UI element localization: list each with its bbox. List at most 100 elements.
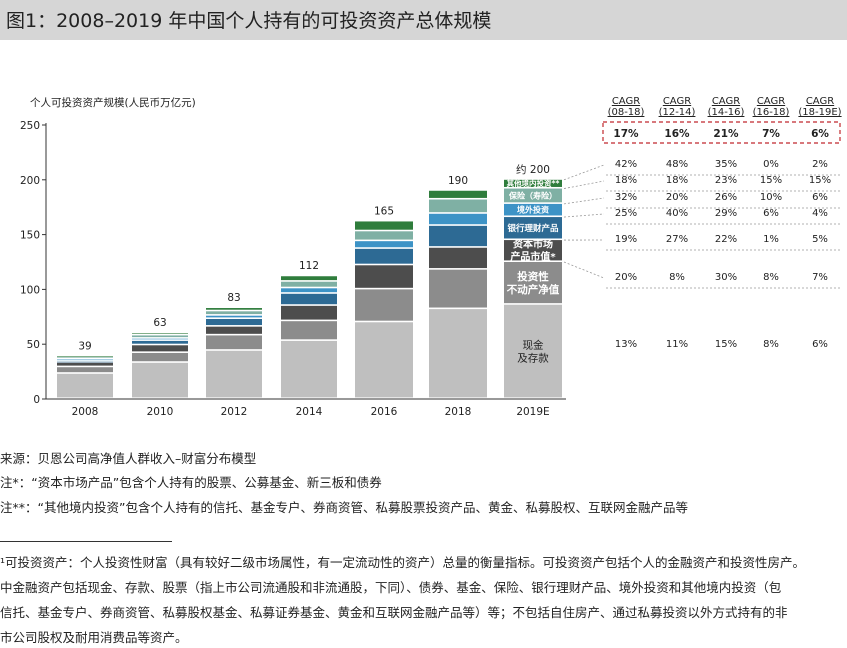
bar-segment xyxy=(429,199,487,213)
bar-segment xyxy=(355,221,413,230)
segment-connector xyxy=(563,261,605,279)
bar-segment xyxy=(132,340,188,344)
segment-label: 其他境内投资** xyxy=(507,178,560,188)
cagr-row-value: 7% xyxy=(812,272,828,283)
cagr-row-value: 6% xyxy=(812,339,828,350)
bar-segment xyxy=(429,225,487,247)
cagr-row-value: 15% xyxy=(809,175,831,186)
footnote-line-4: 市公司股权及耐用消费品等资产。 xyxy=(0,630,188,645)
bar-segment xyxy=(57,359,113,361)
x-tick-label: 2012 xyxy=(221,406,248,418)
cagr-header-label: CAGR xyxy=(612,96,640,107)
cagr-row-value: 13% xyxy=(615,339,637,350)
bar-total-label: 112 xyxy=(299,260,319,272)
bar-total-label: 63 xyxy=(153,317,166,329)
cagr-row-value: 19% xyxy=(615,234,637,245)
cagr-total-value: 21% xyxy=(713,128,739,140)
bar-segment xyxy=(57,361,113,363)
bar-segment xyxy=(206,318,262,326)
cagr-row-value: 30% xyxy=(715,272,737,283)
cagr-header-period: (12-14) xyxy=(659,107,696,118)
bar-segment xyxy=(132,333,188,334)
bar-segment xyxy=(504,304,562,398)
bar-segment xyxy=(504,217,562,239)
segment-connector xyxy=(563,197,605,205)
bar-segment xyxy=(281,293,337,305)
bar-segment xyxy=(132,362,188,398)
cagr-row-value: 27% xyxy=(666,234,688,245)
segment-label: 境外投资 xyxy=(517,205,549,215)
bar-segment xyxy=(429,269,487,308)
cagr-row-value: 10% xyxy=(760,192,782,203)
note-other-domestic: 注**：“其他境内投资”包含个人持有的信托、基金专户、券商资管、私募股票投资产品… xyxy=(0,500,688,515)
x-tick-label: 2018 xyxy=(445,406,472,418)
bar-segment xyxy=(281,305,337,320)
segment-label: 投资性 xyxy=(517,270,549,283)
cagr-row-value: 35% xyxy=(715,159,737,170)
footnote-line-3: 信托、基金专户、券商资管、私募股权基金、私募证券基金、黄金和互联网金融产品等）等… xyxy=(0,605,788,620)
bar-segment xyxy=(206,335,262,350)
note-capital-market: 注*：“资本市场产品”包含个人持有的股票、公募基金、新三板和债券 xyxy=(0,475,382,490)
cagr-header-label: CAGR xyxy=(757,96,785,107)
bar-segment xyxy=(57,356,113,357)
bar-segment xyxy=(206,350,262,398)
cagr-row-value: 2% xyxy=(812,159,828,170)
bar-segment xyxy=(429,213,487,225)
bar-segment xyxy=(429,190,487,198)
x-tick-label: 2008 xyxy=(72,406,99,418)
x-tick-label: 2019E xyxy=(516,406,549,418)
y-tick-label: 50 xyxy=(27,339,40,351)
segment-label: 不动产净值 xyxy=(507,283,560,296)
bar-segment xyxy=(281,321,337,340)
title-bar: 图1：2008–2019 年中国个人持有的可投资资产总体规模 xyxy=(0,0,847,40)
cagr-header-period: (18-19E) xyxy=(798,107,841,118)
cagr-row-value: 42% xyxy=(615,159,637,170)
segment-label: 及存款 xyxy=(517,351,549,364)
cagr-row-value: 8% xyxy=(763,272,779,283)
cagr-header-label: CAGR xyxy=(806,96,834,107)
bar-segment xyxy=(504,240,562,261)
cagr-total-value: 17% xyxy=(613,128,639,140)
cagr-row-value: 32% xyxy=(615,192,637,203)
cagr-total-value: 7% xyxy=(762,128,780,140)
cagr-row-value: 8% xyxy=(669,272,685,283)
bar-segment xyxy=(355,248,413,264)
bar-segment xyxy=(132,335,188,338)
bar-total-label: 约 200 xyxy=(516,163,550,176)
bar-segment xyxy=(132,352,188,362)
cagr-header-label: CAGR xyxy=(663,96,691,107)
bar-total-label: 190 xyxy=(448,175,468,187)
source-note: 来源：贝恩公司高净值人群收入–财富分布模型 xyxy=(0,451,257,466)
cagr-row-value: 6% xyxy=(763,208,779,219)
x-tick-label: 2014 xyxy=(296,406,323,418)
bar-total-label: 83 xyxy=(227,292,240,304)
bar-segment xyxy=(206,311,262,315)
bar-total-label: 39 xyxy=(78,340,91,352)
bar-segment xyxy=(206,308,262,310)
bar-segment xyxy=(57,362,113,366)
segment-label: 银行理财产品 xyxy=(506,223,559,234)
cagr-row-value: 26% xyxy=(715,192,737,203)
footnote-line-1: ¹可投资资产：个人投资性财富（具有较好二级市场属性，有一定流动性的资产）总量的衡… xyxy=(0,555,806,570)
bar-segment xyxy=(429,309,487,398)
cagr-row-value: 20% xyxy=(615,272,637,283)
bar-segment xyxy=(355,265,413,288)
bar-segment xyxy=(504,203,562,216)
bar-segment xyxy=(504,188,562,203)
y-axis-label: 个人可投资资产规模(人民币万亿元) xyxy=(30,96,196,109)
bar-segment xyxy=(355,231,413,240)
cagr-row-value: 8% xyxy=(763,339,779,350)
x-tick-label: 2016 xyxy=(371,406,398,418)
cagr-row-value: 48% xyxy=(666,159,688,170)
segment-connector xyxy=(563,213,605,218)
cagr-row-value: 15% xyxy=(715,339,737,350)
cagr-row-value: 11% xyxy=(666,339,688,350)
bar-segment xyxy=(355,322,413,398)
cagr-row-value: 6% xyxy=(812,192,828,203)
cagr-header-label: CAGR xyxy=(712,96,740,107)
page-title: 图1：2008–2019 年中国个人持有的可投资资产总体规模 xyxy=(6,10,492,32)
cagr-row-value: 22% xyxy=(715,234,737,245)
cagr-row-value: 25% xyxy=(615,208,637,219)
cagr-total-box xyxy=(602,121,841,144)
investable-assets-chart: 个人可投资资产规模(人民币万亿元) 0 50 100 150 200 250 2008 39 20… xyxy=(20,96,842,418)
